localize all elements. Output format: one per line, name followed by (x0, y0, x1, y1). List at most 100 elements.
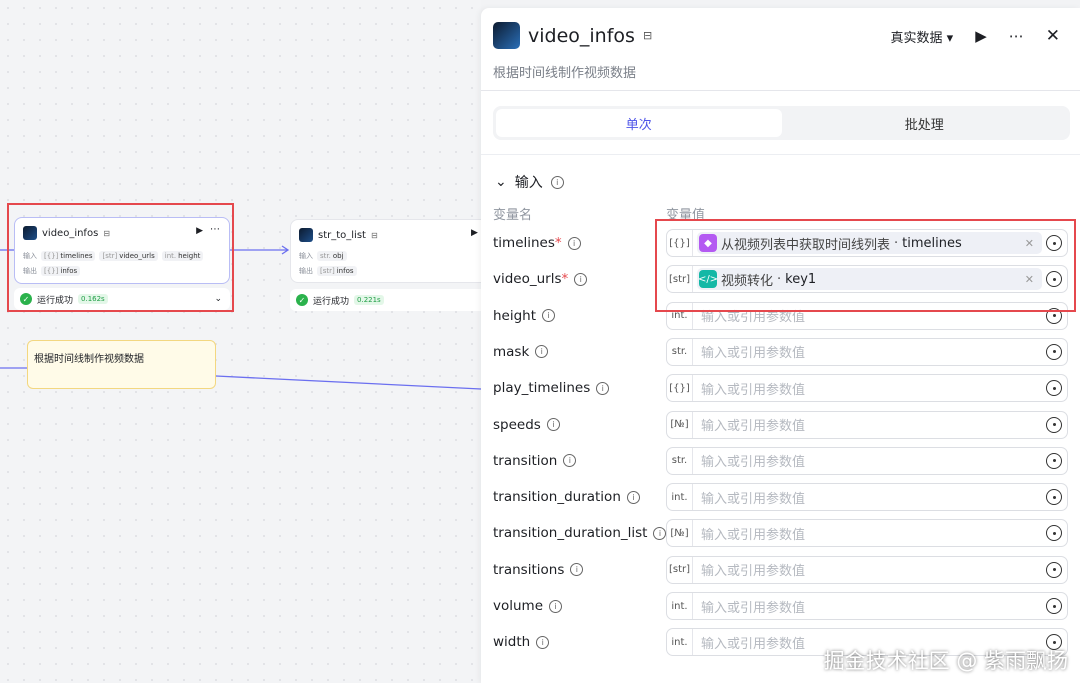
type-badge: [{}] (667, 375, 693, 402)
reference-chip[interactable]: </> 视频转化 · key1 ✕ (697, 268, 1042, 291)
param-row: volume i int. 输入或引用参数值 (493, 592, 1068, 622)
panel-title: video_infos (528, 24, 635, 47)
output-label: 输出 (299, 267, 313, 275)
watermark: 掘金技术社区 @ 紫雨飘扬 (823, 649, 1068, 673)
node-title: video_infos (42, 227, 99, 239)
param-row: transition i str. 输入或引用参数值 (493, 446, 1068, 477)
param-name: timelines (493, 235, 555, 251)
type-badge: str. (667, 447, 693, 474)
info-icon: i (574, 272, 588, 286)
info-icon: i (653, 526, 667, 540)
param-row: play_timelines i [{}] 输入或引用参数值 (493, 374, 1068, 404)
param-value-input[interactable]: [str] </> 视频转化 · key1 ✕ (666, 265, 1068, 294)
more-icon[interactable]: ⋯ (210, 224, 220, 235)
placeholder: 输入或引用参数值 (701, 310, 806, 326)
output-tag: [{}] infos (41, 266, 81, 276)
run-icon[interactable]: ▶ (471, 228, 478, 238)
param-value-input[interactable]: [№] 输入或引用参数值 (666, 410, 1068, 439)
reference-picker-icon[interactable] (1046, 452, 1062, 469)
reference-picker-icon[interactable] (1046, 489, 1062, 506)
param-value-input[interactable]: int. 输入或引用参数值 (666, 483, 1068, 512)
param-value-input[interactable]: [№] 输入或引用参数值 (666, 519, 1068, 548)
info-icon: i (596, 381, 610, 395)
param-name: play_timelines (493, 380, 591, 397)
param-value-input[interactable]: str. 输入或引用参数值 (666, 337, 1068, 366)
reference-picker-icon[interactable] (1046, 307, 1062, 324)
node1-status[interactable]: ✓ 运行成功 0.162s ⌄ (14, 288, 230, 310)
param-name: height (493, 307, 537, 324)
param-value-input[interactable]: [str] 输入或引用参数值 (666, 555, 1068, 584)
param-row: width i int. 输入或引用参数值 (493, 628, 1068, 658)
reference-picker-icon[interactable] (1046, 271, 1062, 288)
info-icon: i (536, 635, 550, 649)
chevron-down-icon[interactable]: ⌄ (495, 174, 507, 190)
workflow-canvas[interactable]: video_infos ⊟ ▶ ⋯ 输入 [{}] timelines [str] v… (0, 0, 490, 683)
param-value-input[interactable]: [{}] ◆ 从视频列表中获取时间线列表 · timelines ✕ (666, 229, 1068, 257)
run-time: 0.162s (78, 294, 108, 304)
type-badge: [str] (667, 266, 693, 293)
param-value-input[interactable]: int. 输入或引用参数值 (666, 301, 1068, 330)
clear-icon[interactable]: ✕ (1024, 236, 1034, 250)
input-label: 输入 (23, 252, 37, 260)
placeholder: 输入或引用参数值 (701, 491, 806, 507)
required-mark: * (561, 271, 569, 288)
success-icon: ✓ (296, 294, 308, 306)
type-badge: int. (667, 484, 693, 511)
divider (481, 154, 1080, 155)
info-icon: i (542, 309, 556, 323)
param-row: mask i str. 输入或引用参数值 (493, 337, 1068, 368)
tab-batch[interactable]: 批处理 (904, 117, 944, 133)
info-icon: i (535, 345, 549, 359)
type-badge: int. (667, 593, 693, 619)
param-row: video_urls * i [str] </> 视频转化 · key1 ✕ (493, 265, 1068, 295)
run-icon[interactable]: ▶ (975, 27, 987, 45)
reference-picker-icon[interactable] (1046, 416, 1062, 433)
chevron-down-icon[interactable]: ⌄ (214, 294, 222, 304)
reference-chip[interactable]: ◆ 从视频列表中获取时间线列表 · timelines ✕ (697, 232, 1042, 254)
param-value-input[interactable]: int. 输入或引用参数值 (666, 628, 1068, 657)
reference-picker-icon[interactable] (1046, 525, 1062, 542)
tab-single[interactable]: 单次 (496, 109, 782, 137)
param-value-input[interactable]: str. 输入或引用参数值 (666, 446, 1068, 475)
param-value-input[interactable]: int. 输入或引用参数值 (666, 592, 1068, 620)
edge-lower (0, 367, 481, 390)
reference-picker-icon[interactable] (1046, 380, 1062, 397)
info-icon: i (550, 175, 564, 189)
node2-status[interactable]: ✓ 运行成功 0.221s (290, 289, 490, 311)
node-video-infos[interactable]: video_infos ⊟ ▶ ⋯ 输入 [{}] timelines [str] v… (14, 217, 230, 284)
mode-tabs: 单次 批处理 (493, 106, 1070, 140)
clear-icon[interactable]: ✕ (1024, 272, 1034, 286)
param-name: video_urls (493, 271, 562, 288)
param-value-input[interactable]: [{}] 输入或引用参数值 (666, 374, 1068, 403)
reference-picker-icon[interactable] (1046, 235, 1062, 251)
reference-picker-icon[interactable] (1046, 598, 1062, 614)
info-icon: i (549, 599, 563, 613)
more-icon[interactable]: ⋯ (1008, 27, 1024, 45)
required-mark: * (554, 235, 562, 251)
type-badge: [№] (667, 411, 693, 438)
comment-note[interactable]: 根据时间线制作视频数据 (27, 340, 216, 389)
run-time: 0.221s (354, 295, 384, 305)
data-mode-select[interactable]: 真实数据 ▾ (890, 30, 954, 46)
plugin-icon (493, 22, 520, 49)
input-tag: [str] video_urls (99, 251, 158, 261)
node-str-to-list[interactable]: str_to_list ⊟ ▶ 输入 str. obj 输出 [str] infos (290, 219, 490, 283)
type-badge: [str] (667, 556, 693, 583)
placeholder: 输入或引用参数值 (701, 419, 806, 434)
input-section-header[interactable]: ⌄ 输入 i (495, 172, 564, 192)
param-name: transition_duration_list (493, 525, 648, 542)
run-icon[interactable]: ▶ (196, 226, 203, 236)
placeholder: 输入或引用参数值 (701, 455, 806, 471)
param-row: height i int. 输入或引用参数值 (493, 301, 1068, 332)
reference-picker-icon[interactable] (1046, 561, 1062, 578)
placeholder: 输入或引用参数值 (701, 346, 806, 362)
close-icon[interactable]: ✕ (1045, 26, 1060, 46)
success-icon: ✓ (20, 293, 32, 305)
node-icon (299, 228, 313, 242)
reference-picker-icon[interactable] (1046, 343, 1062, 360)
reference-picker-icon[interactable] (1046, 634, 1062, 651)
param-name: width (493, 634, 531, 651)
code-icon: </> (698, 270, 718, 289)
info-icon: i (563, 454, 577, 468)
param-row: transition_duration i int. 输入或引用参数值 (493, 483, 1068, 513)
